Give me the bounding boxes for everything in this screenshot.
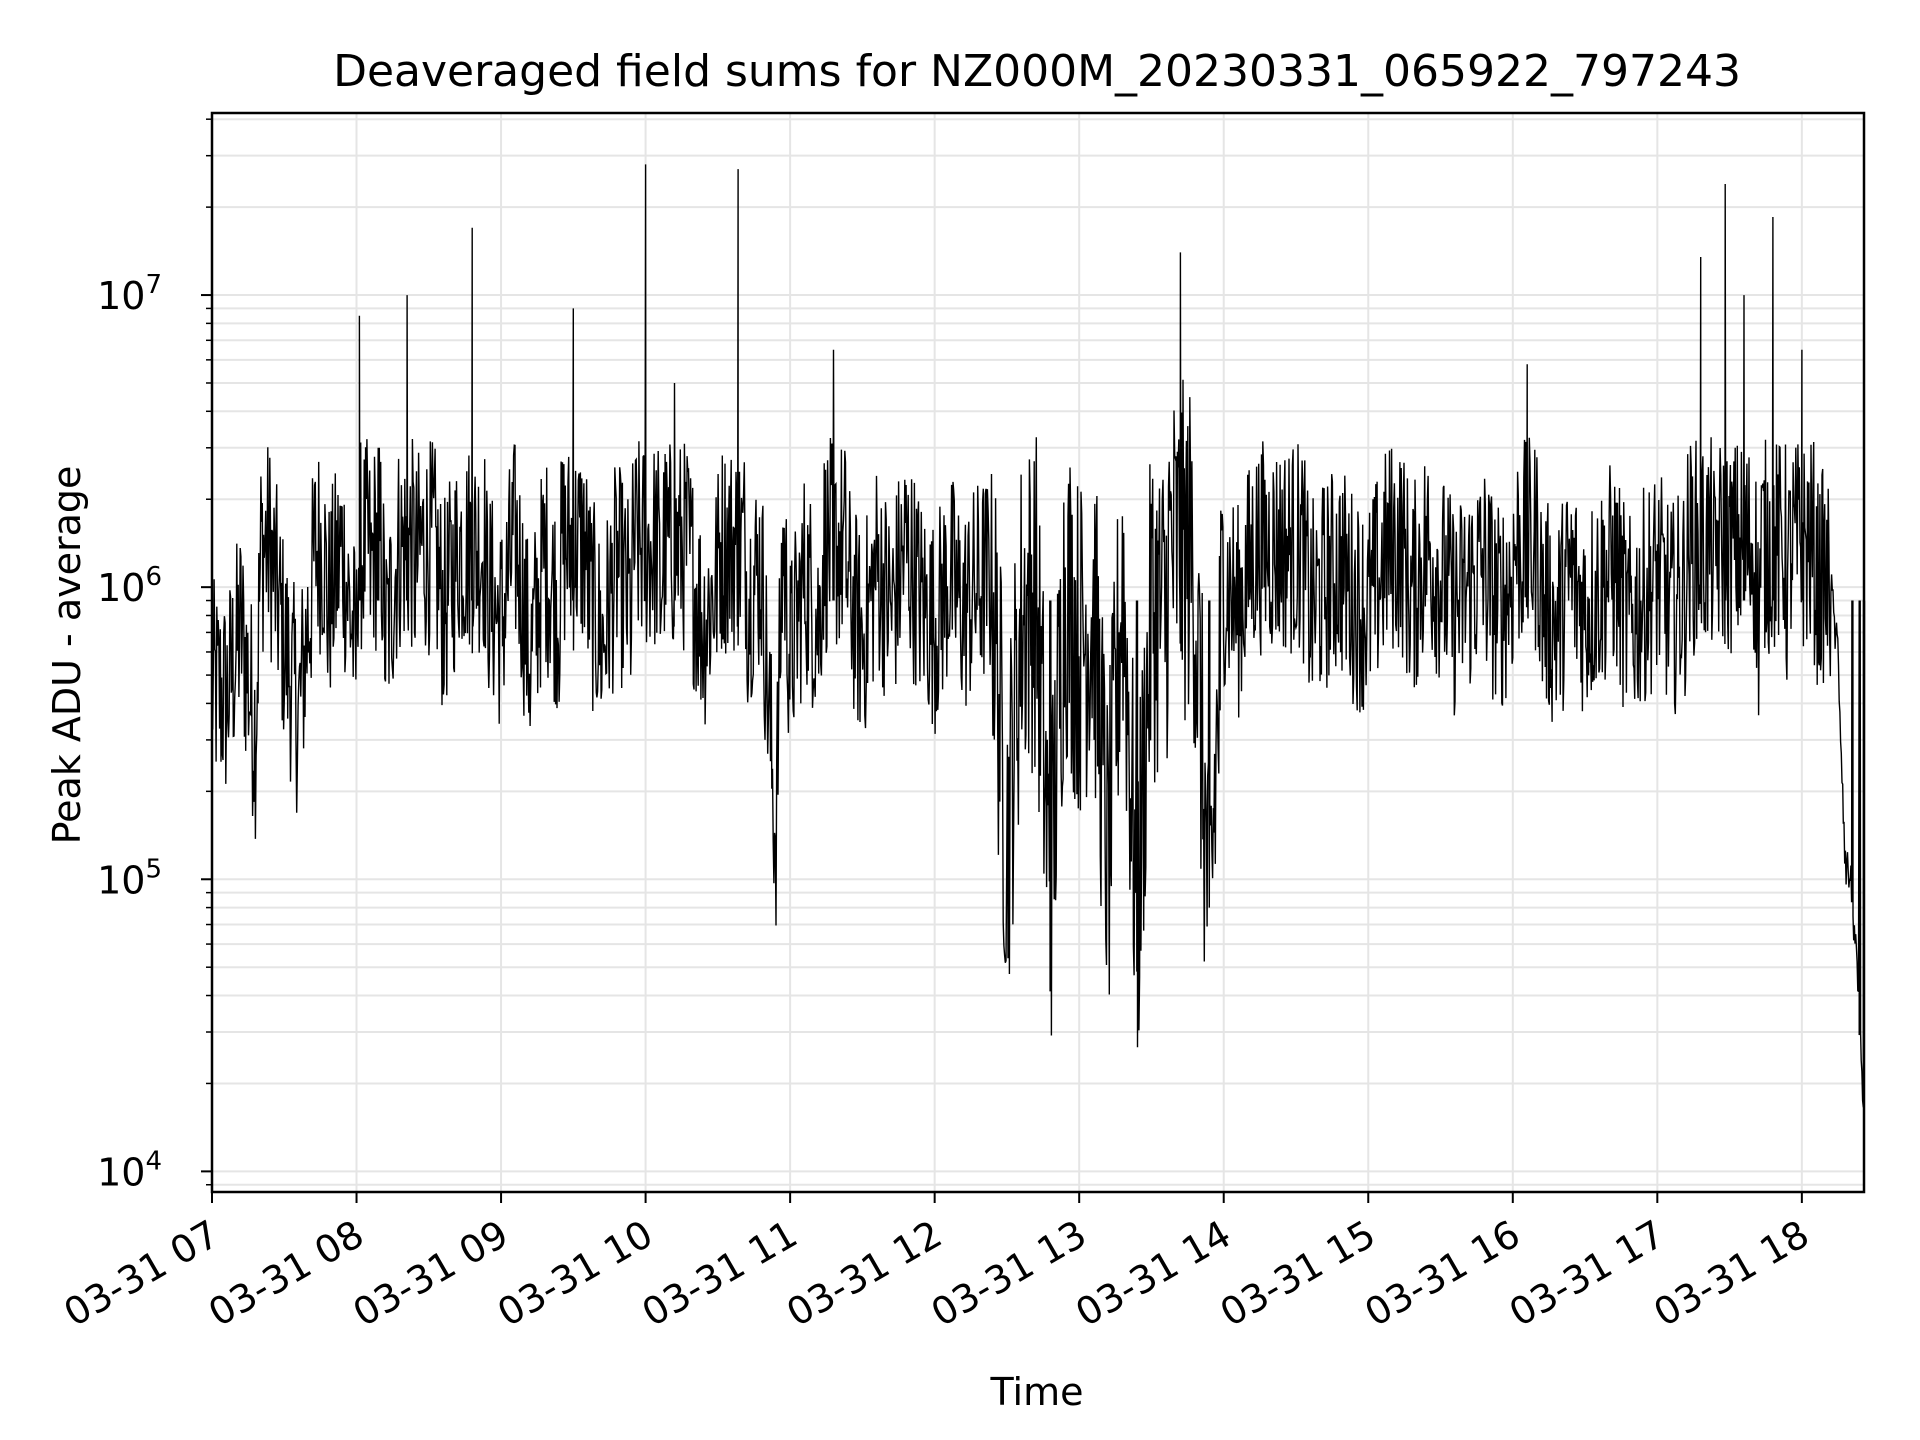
chart-title: Deaveraged field sums for NZ000M_2023033…	[333, 46, 1741, 97]
y-axis-ticks: 104 105 106 107	[97, 118, 212, 1194]
y-tick-label: 104	[97, 1146, 162, 1194]
y-tick-label: 105	[97, 854, 162, 902]
y-tick-label: 106	[97, 562, 162, 610]
plot-area	[211, 164, 1866, 1149]
y-axis-label: Peak ADU - average	[45, 466, 89, 845]
series-line	[211, 164, 1866, 1149]
x-axis-label: Time	[990, 1370, 1084, 1414]
y-tick-label: 107	[97, 270, 162, 318]
major-gridlines	[211, 113, 1864, 1192]
